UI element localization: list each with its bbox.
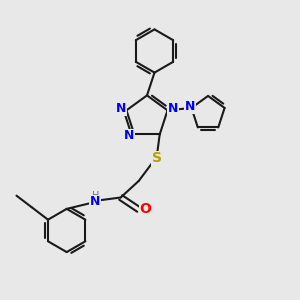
- Text: N: N: [185, 100, 195, 113]
- Text: O: O: [140, 202, 151, 217]
- Text: N: N: [124, 130, 134, 142]
- Text: H: H: [92, 191, 99, 201]
- Text: N: N: [116, 102, 126, 115]
- Text: N: N: [90, 196, 101, 208]
- Text: N: N: [168, 102, 178, 115]
- Text: S: S: [152, 152, 162, 166]
